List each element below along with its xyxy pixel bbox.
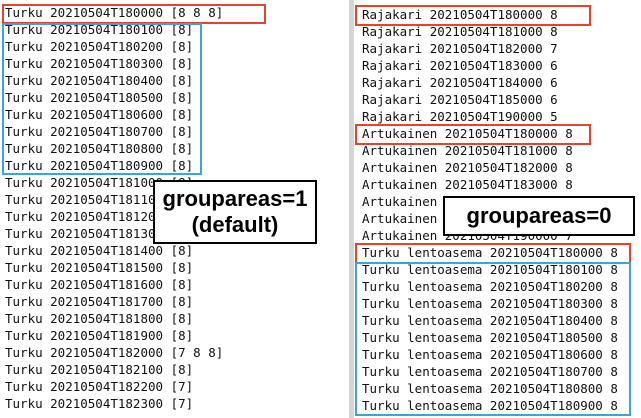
output-line: Turku lentoasema 20210504T180200 8	[362, 279, 618, 294]
output-line: Turku 20210504T182200 [7]	[5, 379, 194, 394]
output-line: Turku 20210504T182100 [8]	[5, 362, 194, 377]
output-line: Turku 20210504T180100 [8]	[5, 22, 194, 37]
output-line: Turku 20210504T180700 [8]	[5, 124, 194, 139]
output-line: Artukainen 20210504T182000 8	[362, 160, 573, 175]
output-line: Turku lentoasema 20210504T180700 8	[362, 364, 618, 379]
output-line: Turku lentoasema 20210504T180900 8	[362, 398, 618, 413]
output-line: Turku lentoasema 20210504T180400 8	[362, 313, 618, 328]
output-line: Rajakari 20210504T181000 8	[362, 24, 558, 39]
output-line: Turku 20210504T180400 [8]	[5, 73, 194, 88]
groupareas-1-callout: groupareas=1 (default)	[153, 180, 317, 244]
output-line: Artukainen 20210504T183000 8	[362, 177, 573, 192]
output-line: Turku 20210504T180300 [8]	[5, 56, 194, 71]
callout-title: groupareas=0	[466, 203, 612, 228]
output-line: Turku lentoasema 20210504T180300 8	[362, 296, 618, 311]
output-line: Turku 20210504T180000 [8 8 8]	[5, 5, 224, 20]
output-line: Turku 20210504T180900 [8]	[5, 158, 194, 173]
output-line: Turku 20210504T180500 [8]	[5, 90, 194, 105]
output-line: Turku lentoasema 20210504T180100 8	[362, 262, 618, 277]
callout-subtitle: (default)	[191, 212, 279, 237]
output-line: Rajakari 20210504T185000 6	[362, 92, 558, 107]
output-line: Turku lentoasema 20210504T180800 8	[362, 381, 618, 396]
output-line: Turku 20210504T182300 [7]	[5, 396, 194, 411]
output-line: Turku 20210504T181600 [8]	[5, 277, 194, 292]
output-line: Artukainen 20210504T181000 8	[362, 143, 573, 158]
output-line: Rajakari 20210504T182000 7	[362, 41, 558, 56]
output-line: Turku 20210504T181700 [8]	[5, 294, 194, 309]
pane-divider	[349, 0, 354, 418]
output-line: Turku 20210504T180200 [8]	[5, 39, 194, 54]
output-line: Turku 20210504T180800 [8]	[5, 141, 194, 156]
output-line: Rajakari 20210504T183000 6	[362, 58, 558, 73]
output-line: Artukainen 20210504T180000 8	[362, 126, 573, 141]
output-line: Turku 20210504T182000 [7 8 8]	[5, 345, 224, 360]
output-line: Turku 20210504T181500 [8]	[5, 260, 194, 275]
output-line: Turku lentoasema 20210504T180500 8	[362, 330, 618, 345]
output-line: Turku 20210504T181800 [8]	[5, 311, 194, 326]
output-line: Rajakari 20210504T184000 6	[362, 75, 558, 90]
output-line: Turku lentoasema 20210504T180000 8	[362, 245, 618, 260]
output-line: Rajakari 20210504T180000 8	[362, 7, 558, 22]
output-line: Turku lentoasema 20210504T180600 8	[362, 347, 618, 362]
callout-title: groupareas=1	[162, 186, 308, 211]
groupareas-0-callout: groupareas=0	[443, 196, 635, 236]
left-output-panel: Turku 20210504T180000 [8 8 8] Turku 2021…	[2, 4, 317, 411]
output-line: Rajakari 20210504T190000 5	[362, 109, 558, 124]
output-line: Turku 20210504T181400 [8]	[5, 243, 194, 258]
output-line: Turku 20210504T181900 [8]	[5, 328, 194, 343]
output-line: Turku 20210504T180600 [8]	[5, 107, 194, 122]
